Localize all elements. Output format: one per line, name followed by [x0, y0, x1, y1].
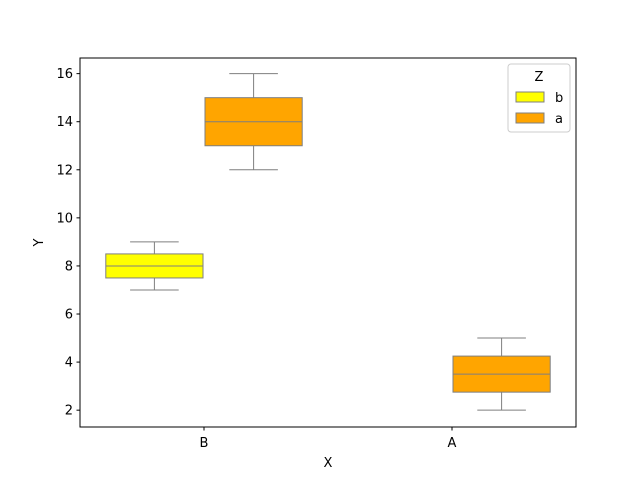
box-b-B: [105, 241, 204, 291]
legend-swatch-b: [515, 91, 545, 103]
legend: Z ba: [507, 63, 571, 133]
y-ticks: 2 4 6 8 10 12 14 16: [56, 67, 80, 419]
y-axis-label: Y: [32, 238, 47, 247]
y-tick-label: 14: [56, 115, 73, 130]
box-a-A: [452, 337, 551, 411]
y-tick-label: 2: [65, 404, 73, 419]
y-tick-label: 6: [65, 308, 73, 323]
legend-label-a: a: [555, 112, 563, 127]
box-a-B: [204, 73, 303, 171]
legend-title: Z: [535, 70, 544, 85]
y-tick-label: 4: [65, 356, 73, 371]
x-tick-label: A: [448, 436, 457, 451]
x-axis-label: X: [324, 456, 333, 471]
y-tick-label: 16: [56, 67, 73, 82]
y-tick-label: 8: [65, 259, 73, 274]
y-tick-label: 10: [56, 211, 73, 226]
x-tick-label: B: [200, 436, 209, 451]
y-tick-label: 12: [56, 163, 73, 178]
plot-frame: [79, 57, 577, 428]
legend-label-b: b: [555, 91, 563, 106]
legend-entries: ba: [515, 91, 563, 127]
legend-swatch-a: [515, 112, 545, 124]
boxes-layer: [105, 73, 551, 411]
